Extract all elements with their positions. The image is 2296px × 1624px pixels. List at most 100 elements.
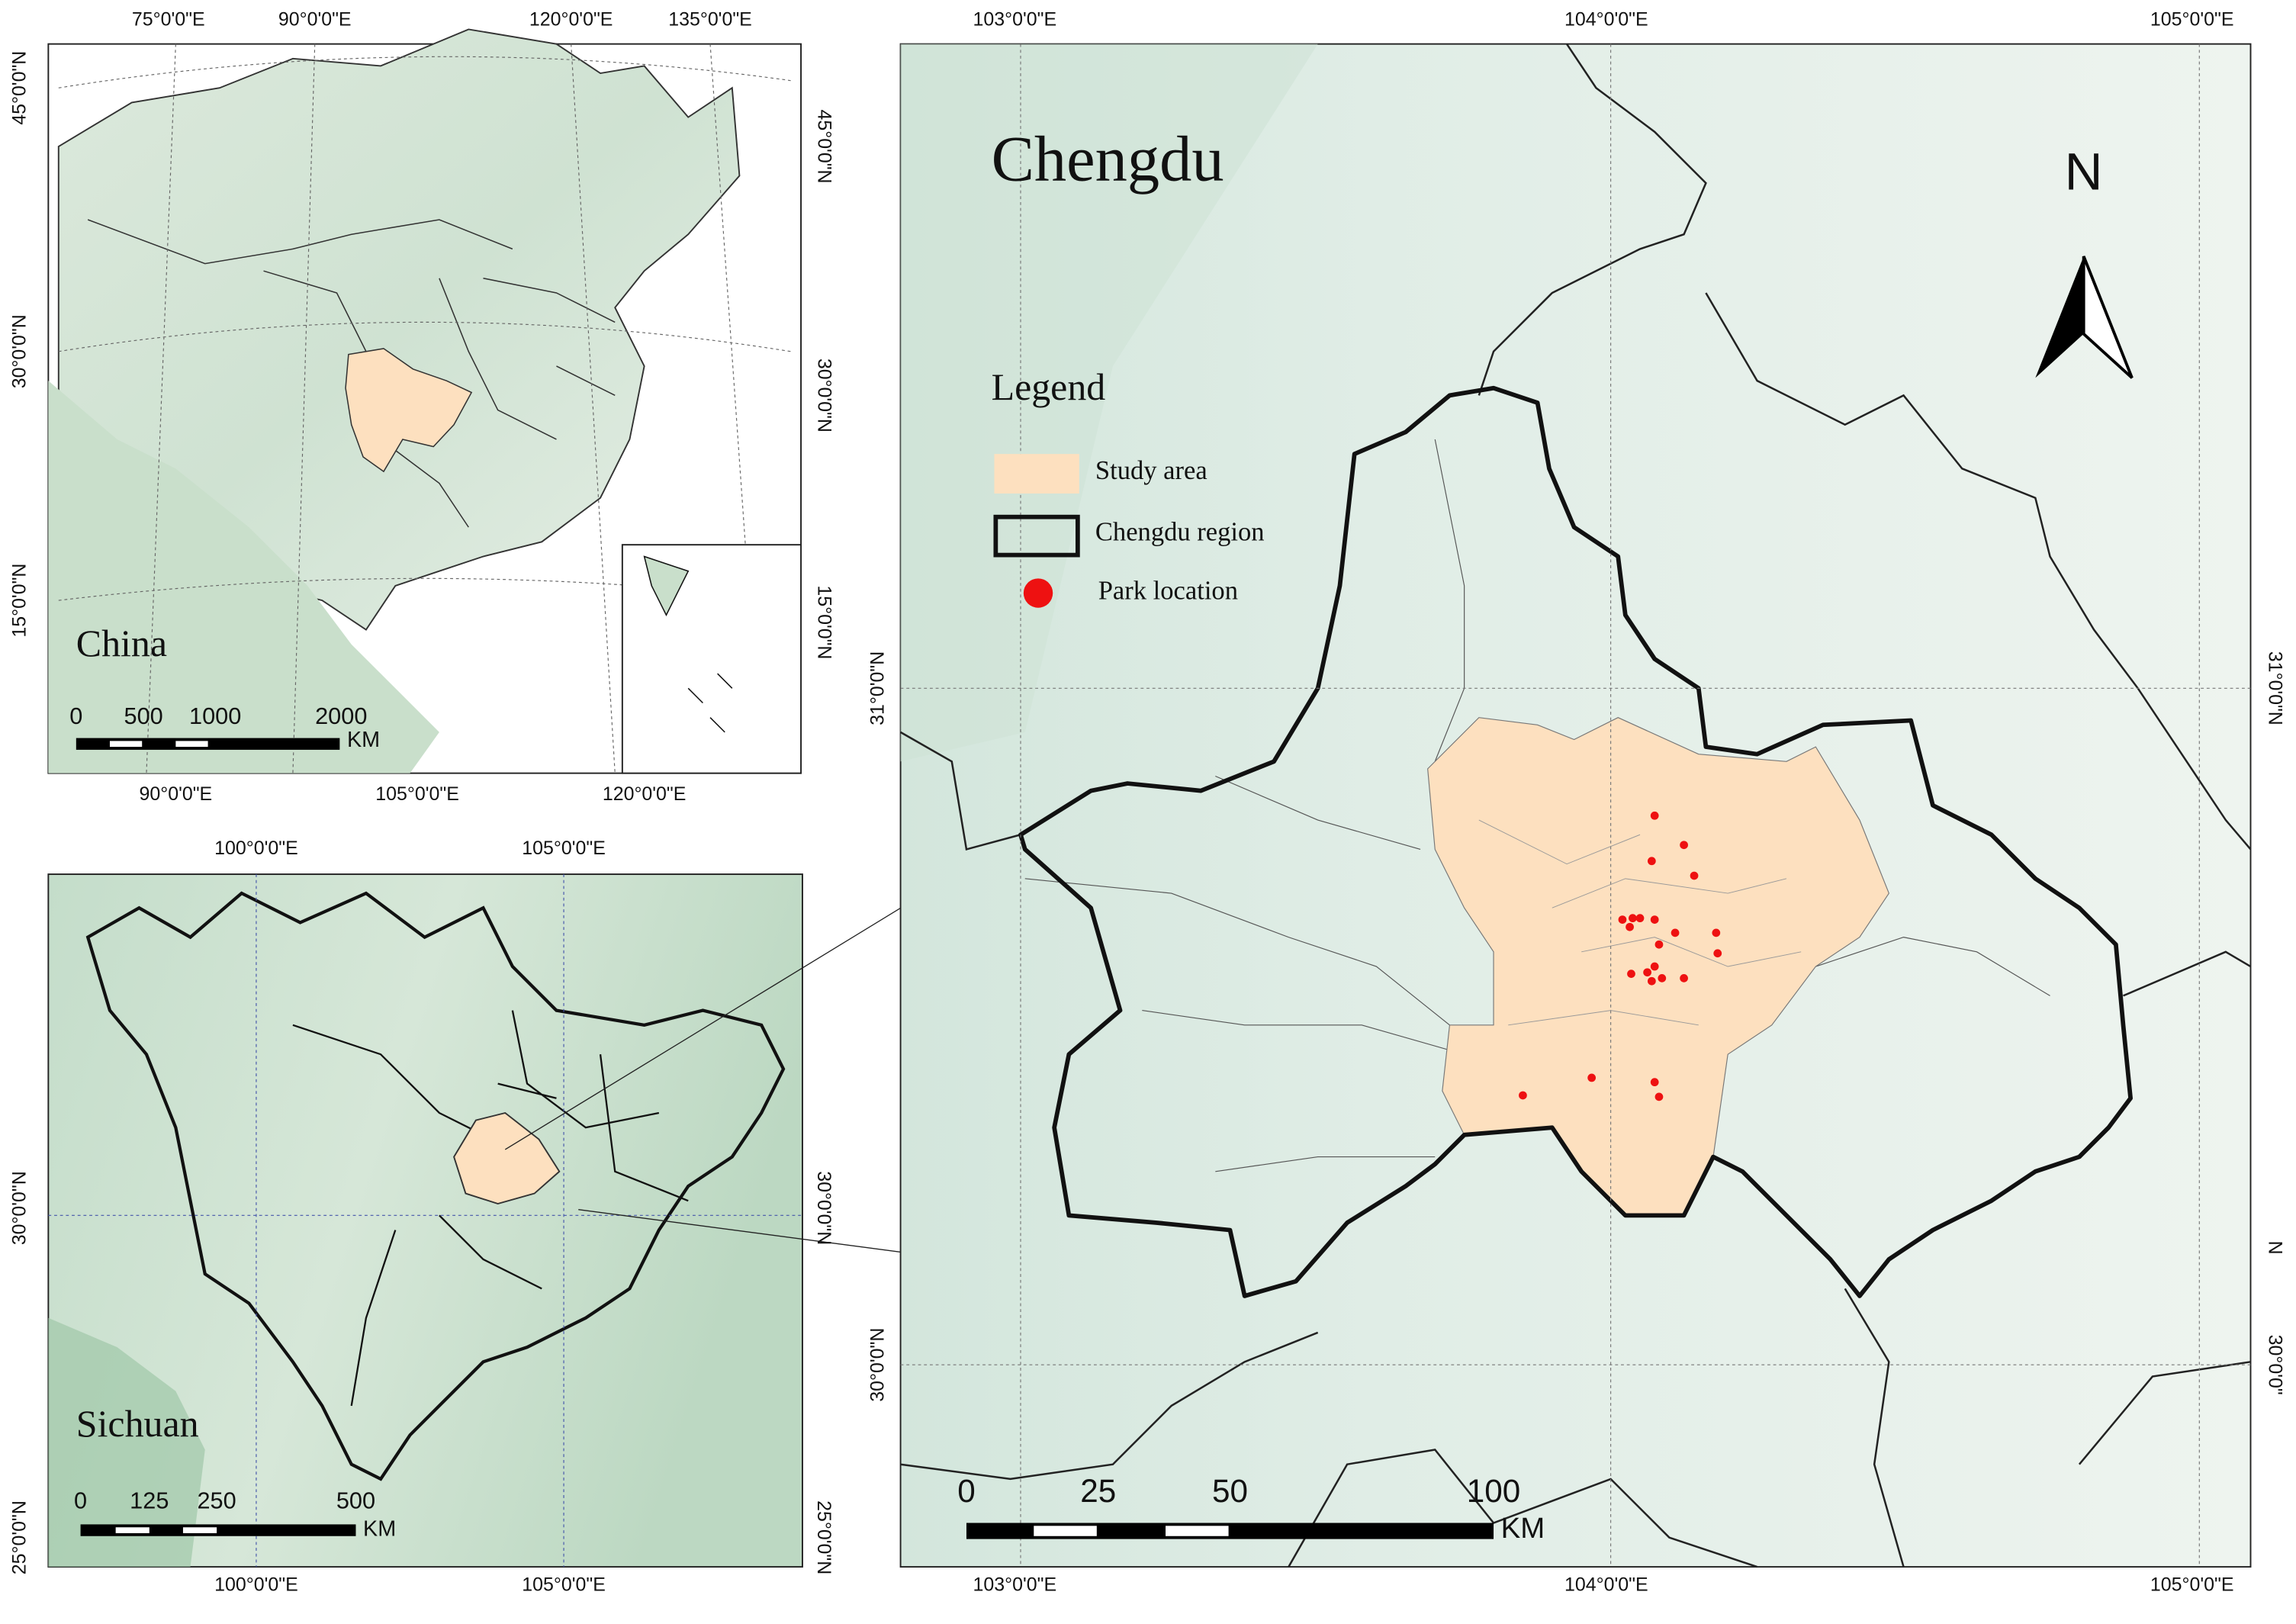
park-point (1712, 928, 1721, 937)
lon-label: 105°0'0"E (2150, 9, 2234, 31)
panel-title: Chengdu (992, 124, 1224, 195)
lon-label: 120°0'0"E (529, 9, 613, 31)
lat-label: 31°0'0"N (2265, 651, 2286, 725)
sichuan-scale-bar (80, 1524, 356, 1536)
lon-label: 100°0'0"E (214, 838, 298, 859)
china-panel (47, 28, 802, 774)
lon-label: 105°0'0"E (522, 838, 606, 859)
lat-label: 30°0'0"N (8, 1171, 30, 1245)
lat-label: 30°0'0"N (867, 1328, 888, 1402)
legend-item: Study area (1095, 456, 1207, 485)
scale-label: 0 (957, 1473, 975, 1509)
prefecture-lines (292, 1010, 689, 1407)
graticule (48, 874, 802, 1568)
scale-label: 50 (1212, 1473, 1248, 1509)
chengdu-scale-bar (966, 1523, 1494, 1539)
scale-label: 100 (1467, 1473, 1520, 1509)
province-lines (87, 219, 616, 528)
panel-title: China (76, 622, 167, 664)
lat-label: 30°0'0"N (813, 1171, 834, 1245)
scale-label: 25 (1080, 1473, 1116, 1509)
china-scale-bar (76, 738, 340, 750)
inset-frame (621, 544, 802, 774)
lat-label: N (2265, 1241, 2286, 1255)
scale-label: 250 (197, 1487, 236, 1514)
lat-label: 45°0'0"N (813, 109, 834, 183)
district-lines (1024, 439, 2050, 1172)
scale-label: 2000 (315, 703, 367, 729)
park-point (1647, 976, 1656, 986)
lat-label: 30°0'0" (2265, 1335, 2286, 1395)
lat-label: 30°0'0"N (813, 359, 834, 433)
park-point (1650, 915, 1659, 924)
scale-unit: KM (1501, 1512, 1545, 1545)
terrain-shade (48, 1317, 205, 1568)
scale-label: 1000 (189, 703, 241, 729)
park-point (1650, 962, 1659, 971)
lon-label: 104°0'0"E (1564, 9, 1648, 31)
park-point (1626, 922, 1634, 931)
legend-park-swatch (1023, 578, 1053, 608)
park-point (1587, 1073, 1597, 1082)
park-point (1680, 841, 1688, 850)
chengdu-panel (899, 43, 2252, 1568)
scale-label: 0 (74, 1487, 87, 1514)
lon-label: 103°0'0"E (973, 9, 1057, 31)
park-point (1680, 974, 1688, 982)
scale-unit: KM (347, 728, 380, 752)
lon-label: 100°0'0"E (214, 1574, 298, 1596)
north-arrow-right (2082, 256, 2134, 379)
legend-region-swatch (993, 514, 1080, 558)
legend-item: Chengdu region (1095, 518, 1265, 547)
lon-label: 105°0'0"E (375, 783, 459, 805)
park-point (1654, 1092, 1664, 1101)
lat-label: 25°0'0"N (813, 1500, 834, 1574)
lon-label: 75°0'0"E (132, 9, 205, 31)
park-point (1643, 968, 1651, 977)
sichuan-outline (85, 891, 786, 1481)
lat-label: 45°0'0"N (8, 51, 30, 125)
scale-unit: KM (363, 1517, 396, 1542)
park-point (1650, 1078, 1659, 1087)
lat-label: 15°0'0"N (813, 585, 834, 659)
scale-label: 0 (69, 703, 82, 729)
lat-label: 15°0'0"N (8, 564, 30, 638)
neighbor-boundaries (899, 43, 2252, 1568)
park-point (1690, 871, 1699, 880)
park-point (1658, 974, 1667, 982)
lon-label: 90°0'0"E (140, 783, 213, 805)
park-point (1629, 914, 1637, 923)
scale-label: 500 (124, 703, 163, 729)
graticule (58, 43, 791, 773)
park-point (1650, 811, 1659, 820)
panel-title: Sichuan (76, 1403, 199, 1445)
se-asia-land (48, 381, 439, 773)
park-points (1519, 811, 1722, 1101)
lon-label: 105°0'0"E (522, 1574, 606, 1596)
scale-label: 125 (130, 1487, 169, 1514)
inset-islands (643, 555, 733, 733)
lon-label: 104°0'0"E (1564, 1574, 1648, 1596)
park-point (1519, 1091, 1527, 1100)
scale-label: 500 (336, 1487, 375, 1514)
north-label: N (2065, 142, 2103, 201)
sichuan-panel (47, 873, 803, 1568)
lon-label: 103°0'0"E (973, 1574, 1057, 1596)
legend-item: Park location (1098, 576, 1238, 605)
lon-label: 105°0'0"E (2150, 1574, 2234, 1596)
lat-label: 31°0'0"N (867, 651, 888, 725)
lon-label: 90°0'0"E (278, 9, 352, 31)
park-point (1654, 940, 1664, 949)
lat-label: 30°0'0"N (8, 314, 30, 388)
study-district-lines (1478, 819, 1802, 1026)
park-point (1635, 914, 1645, 923)
legend-study-swatch (994, 454, 1079, 494)
lat-label: 25°0'0"N (8, 1500, 30, 1574)
park-point (1627, 970, 1635, 978)
chengdu-region-outline (1018, 385, 2133, 1298)
park-point (1671, 928, 1680, 937)
chengdu-highlight (453, 1111, 561, 1205)
park-point (1647, 857, 1656, 866)
